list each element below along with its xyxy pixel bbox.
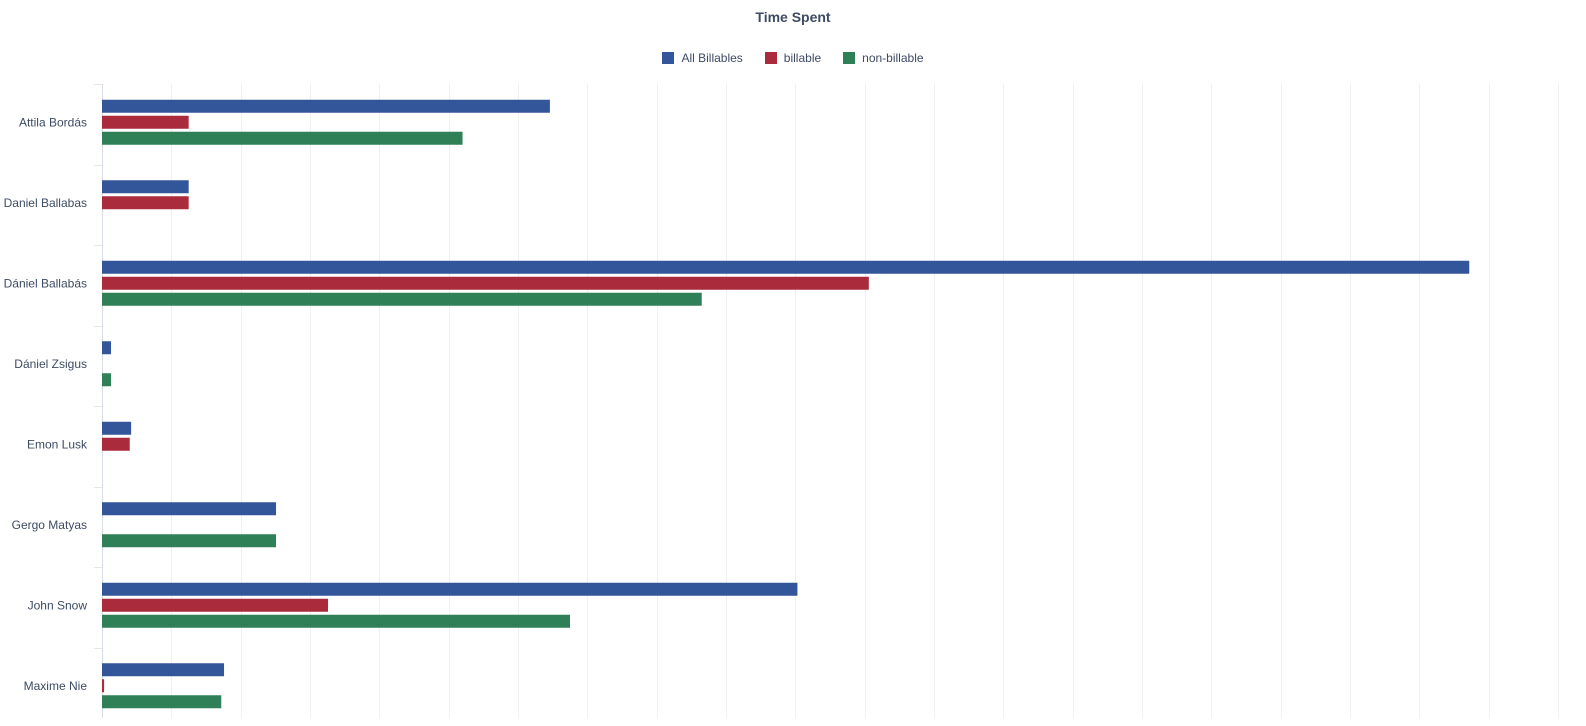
- bar-all-billables[interactable]: [102, 341, 112, 355]
- bar-billable[interactable]: [102, 679, 105, 693]
- bar-all-billables[interactable]: [102, 421, 132, 435]
- y-axis-ticks: [94, 84, 102, 649]
- bar-all-billables[interactable]: [102, 260, 1470, 274]
- y-tick-label: Maxime Nie: [24, 679, 88, 693]
- bar-non-billable[interactable]: [102, 373, 112, 387]
- legend-label: billable: [783, 51, 822, 65]
- bar-non-billable[interactable]: [102, 534, 277, 548]
- bar-non-billable[interactable]: [102, 695, 222, 709]
- legend-item-all-billables[interactable]: All Billables: [662, 51, 743, 65]
- legend-swatch: [764, 52, 777, 64]
- y-tick-label: Attila Bordás: [19, 115, 87, 129]
- bar-all-billables[interactable]: [102, 582, 798, 596]
- y-tick-label: Emon Lusk: [27, 437, 88, 451]
- legend-item-billable[interactable]: billable: [764, 51, 822, 65]
- legend-swatch: [662, 52, 675, 64]
- bar-non-billable[interactable]: [102, 614, 570, 628]
- y-tick-label: Dániel Zsigus: [14, 357, 87, 371]
- bar-billable[interactable]: [102, 115, 189, 129]
- bar-billable[interactable]: [102, 598, 329, 612]
- y-tick-label: Gergo Matyas: [12, 518, 87, 532]
- y-tick-label: John Snow: [28, 598, 88, 612]
- bars: [102, 99, 1470, 709]
- bar-billable[interactable]: [102, 276, 869, 290]
- bar-billable[interactable]: [102, 196, 189, 210]
- legend-item-non-billable[interactable]: non-billable: [843, 51, 924, 65]
- y-axis-labels: Attila Bordás Daniel Ballabas Dániel Balla…: [4, 115, 88, 693]
- y-tick-label: Daniel Ballabas: [4, 196, 87, 210]
- legend: All Billables billable non-billable: [0, 51, 1586, 65]
- y-tick-label: Dániel Ballabás: [4, 276, 87, 290]
- chart-title: Time Spent: [755, 9, 831, 25]
- bar-all-billables[interactable]: [102, 502, 277, 516]
- bar-billable[interactable]: [102, 437, 130, 451]
- legend-label: non-billable: [862, 51, 924, 65]
- bar-non-billable[interactable]: [102, 131, 463, 145]
- legend-label: All Billables: [681, 51, 743, 65]
- bar-all-billables[interactable]: [102, 180, 189, 194]
- grid: [102, 84, 1559, 718]
- bar-non-billable[interactable]: [102, 292, 702, 306]
- bar-all-billables[interactable]: [102, 663, 225, 677]
- bar-all-billables[interactable]: [102, 99, 550, 113]
- legend-swatch: [843, 52, 856, 64]
